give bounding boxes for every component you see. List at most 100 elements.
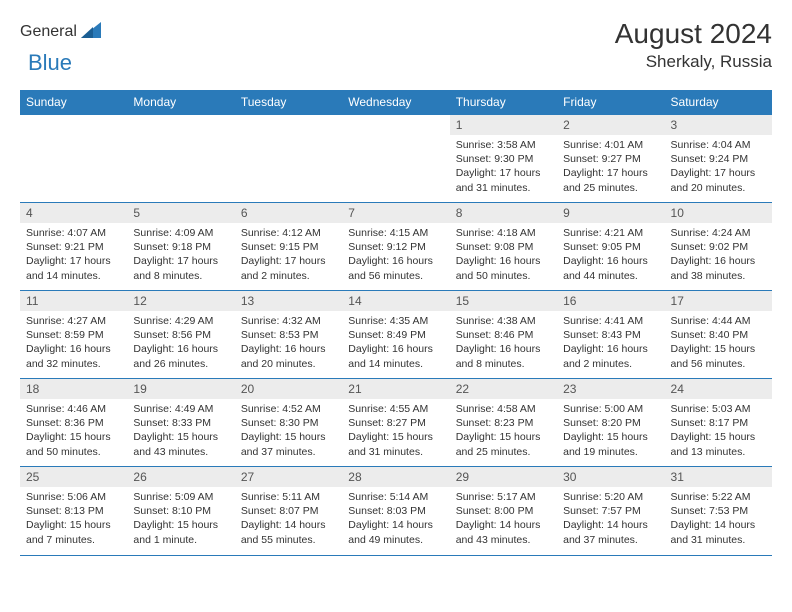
calendar-cell: 3Sunrise: 4:04 AMSunset: 9:24 PMDaylight…: [665, 115, 772, 203]
day-details: Sunrise: 4:07 AMSunset: 9:21 PMDaylight:…: [20, 223, 127, 286]
calendar-cell: 21Sunrise: 4:55 AMSunset: 8:27 PMDayligh…: [342, 379, 449, 467]
day-details: Sunrise: 4:38 AMSunset: 8:46 PMDaylight:…: [450, 311, 557, 374]
day-details: Sunrise: 4:58 AMSunset: 8:23 PMDaylight:…: [450, 399, 557, 462]
logo-text-blue: Blue: [28, 50, 72, 76]
day-header: Friday: [557, 90, 664, 115]
day-details: Sunrise: 5:14 AMSunset: 8:03 PMDaylight:…: [342, 487, 449, 550]
day-details: Sunrise: 4:12 AMSunset: 9:15 PMDaylight:…: [235, 223, 342, 286]
day-number: 5: [127, 203, 234, 223]
calendar-cell: 18Sunrise: 4:46 AMSunset: 8:36 PMDayligh…: [20, 379, 127, 467]
calendar-cell: 31Sunrise: 5:22 AMSunset: 7:53 PMDayligh…: [665, 467, 772, 555]
day-details: Sunrise: 4:44 AMSunset: 8:40 PMDaylight:…: [665, 311, 772, 374]
day-details: Sunrise: 4:04 AMSunset: 9:24 PMDaylight:…: [665, 135, 772, 198]
day-number: 26: [127, 467, 234, 487]
month-title: August 2024: [615, 18, 772, 50]
day-number: 27: [235, 467, 342, 487]
calendar-cell: 2Sunrise: 4:01 AMSunset: 9:27 PMDaylight…: [557, 115, 664, 203]
calendar-cell: 27Sunrise: 5:11 AMSunset: 8:07 PMDayligh…: [235, 467, 342, 555]
calendar-cell: 15Sunrise: 4:38 AMSunset: 8:46 PMDayligh…: [450, 291, 557, 379]
calendar-cell: 20Sunrise: 4:52 AMSunset: 8:30 PMDayligh…: [235, 379, 342, 467]
calendar-cell: 4Sunrise: 4:07 AMSunset: 9:21 PMDaylight…: [20, 203, 127, 291]
calendar-cell: 28Sunrise: 5:14 AMSunset: 8:03 PMDayligh…: [342, 467, 449, 555]
calendar-table: SundayMondayTuesdayWednesdayThursdayFrid…: [20, 90, 772, 555]
logo: General: [20, 18, 105, 45]
day-number: 14: [342, 291, 449, 311]
day-header: Monday: [127, 90, 234, 115]
day-number: 23: [557, 379, 664, 399]
calendar-head: SundayMondayTuesdayWednesdayThursdayFrid…: [20, 90, 772, 115]
calendar-row: 4Sunrise: 4:07 AMSunset: 9:21 PMDaylight…: [20, 203, 772, 291]
logo-sail-icon: [79, 18, 103, 45]
calendar-cell: 1Sunrise: 3:58 AMSunset: 9:30 PMDaylight…: [450, 115, 557, 203]
calendar-cell: [20, 115, 127, 203]
calendar-cell: 13Sunrise: 4:32 AMSunset: 8:53 PMDayligh…: [235, 291, 342, 379]
day-number: 3: [665, 115, 772, 135]
day-details: Sunrise: 4:27 AMSunset: 8:59 PMDaylight:…: [20, 311, 127, 374]
calendar-cell: 5Sunrise: 4:09 AMSunset: 9:18 PMDaylight…: [127, 203, 234, 291]
day-details: Sunrise: 5:11 AMSunset: 8:07 PMDaylight:…: [235, 487, 342, 550]
day-number: 31: [665, 467, 772, 487]
calendar-cell: 11Sunrise: 4:27 AMSunset: 8:59 PMDayligh…: [20, 291, 127, 379]
day-details: Sunrise: 4:29 AMSunset: 8:56 PMDaylight:…: [127, 311, 234, 374]
day-header: Sunday: [20, 90, 127, 115]
day-number: 25: [20, 467, 127, 487]
calendar-cell: 17Sunrise: 4:44 AMSunset: 8:40 PMDayligh…: [665, 291, 772, 379]
calendar-cell: 29Sunrise: 5:17 AMSunset: 8:00 PMDayligh…: [450, 467, 557, 555]
calendar-body: 1Sunrise: 3:58 AMSunset: 9:30 PMDaylight…: [20, 115, 772, 555]
day-details: Sunrise: 4:15 AMSunset: 9:12 PMDaylight:…: [342, 223, 449, 286]
title-block: August 2024 Sherkaly, Russia: [615, 18, 772, 72]
calendar-cell: 30Sunrise: 5:20 AMSunset: 7:57 PMDayligh…: [557, 467, 664, 555]
calendar-cell: 25Sunrise: 5:06 AMSunset: 8:13 PMDayligh…: [20, 467, 127, 555]
day-details: Sunrise: 4:41 AMSunset: 8:43 PMDaylight:…: [557, 311, 664, 374]
logo-text-general: General: [20, 23, 77, 41]
day-number: 4: [20, 203, 127, 223]
day-details: Sunrise: 4:55 AMSunset: 8:27 PMDaylight:…: [342, 399, 449, 462]
day-number: 7: [342, 203, 449, 223]
day-number: 1: [450, 115, 557, 135]
day-details: Sunrise: 4:46 AMSunset: 8:36 PMDaylight:…: [20, 399, 127, 462]
calendar-cell: 7Sunrise: 4:15 AMSunset: 9:12 PMDaylight…: [342, 203, 449, 291]
day-details: Sunrise: 5:06 AMSunset: 8:13 PMDaylight:…: [20, 487, 127, 550]
location: Sherkaly, Russia: [615, 52, 772, 72]
day-details: Sunrise: 5:22 AMSunset: 7:53 PMDaylight:…: [665, 487, 772, 550]
day-details: Sunrise: 5:17 AMSunset: 8:00 PMDaylight:…: [450, 487, 557, 550]
calendar-cell: 9Sunrise: 4:21 AMSunset: 9:05 PMDaylight…: [557, 203, 664, 291]
day-header: Wednesday: [342, 90, 449, 115]
day-number: 2: [557, 115, 664, 135]
calendar-row: 25Sunrise: 5:06 AMSunset: 8:13 PMDayligh…: [20, 467, 772, 555]
day-details: Sunrise: 5:20 AMSunset: 7:57 PMDaylight:…: [557, 487, 664, 550]
calendar-cell: [342, 115, 449, 203]
calendar-cell: 19Sunrise: 4:49 AMSunset: 8:33 PMDayligh…: [127, 379, 234, 467]
day-number: 22: [450, 379, 557, 399]
calendar-cell: [235, 115, 342, 203]
calendar-cell: 10Sunrise: 4:24 AMSunset: 9:02 PMDayligh…: [665, 203, 772, 291]
calendar-cell: 26Sunrise: 5:09 AMSunset: 8:10 PMDayligh…: [127, 467, 234, 555]
day-details: Sunrise: 4:32 AMSunset: 8:53 PMDaylight:…: [235, 311, 342, 374]
day-details: Sunrise: 4:24 AMSunset: 9:02 PMDaylight:…: [665, 223, 772, 286]
calendar-row: 11Sunrise: 4:27 AMSunset: 8:59 PMDayligh…: [20, 291, 772, 379]
day-number: 24: [665, 379, 772, 399]
bottom-border: [20, 555, 772, 556]
calendar-cell: 12Sunrise: 4:29 AMSunset: 8:56 PMDayligh…: [127, 291, 234, 379]
day-details: Sunrise: 5:03 AMSunset: 8:17 PMDaylight:…: [665, 399, 772, 462]
day-number: 10: [665, 203, 772, 223]
day-number: 18: [20, 379, 127, 399]
calendar-cell: [127, 115, 234, 203]
calendar-row: 1Sunrise: 3:58 AMSunset: 9:30 PMDaylight…: [20, 115, 772, 203]
day-details: Sunrise: 4:52 AMSunset: 8:30 PMDaylight:…: [235, 399, 342, 462]
day-number: 20: [235, 379, 342, 399]
day-number: 9: [557, 203, 664, 223]
day-number: 15: [450, 291, 557, 311]
day-number: 21: [342, 379, 449, 399]
day-header: Saturday: [665, 90, 772, 115]
day-details: Sunrise: 4:21 AMSunset: 9:05 PMDaylight:…: [557, 223, 664, 286]
day-number: 16: [557, 291, 664, 311]
day-details: Sunrise: 5:09 AMSunset: 8:10 PMDaylight:…: [127, 487, 234, 550]
day-details: Sunrise: 4:18 AMSunset: 9:08 PMDaylight:…: [450, 223, 557, 286]
day-number: 17: [665, 291, 772, 311]
day-number: 30: [557, 467, 664, 487]
day-number: 29: [450, 467, 557, 487]
calendar-cell: 14Sunrise: 4:35 AMSunset: 8:49 PMDayligh…: [342, 291, 449, 379]
day-number: 6: [235, 203, 342, 223]
calendar-cell: 22Sunrise: 4:58 AMSunset: 8:23 PMDayligh…: [450, 379, 557, 467]
